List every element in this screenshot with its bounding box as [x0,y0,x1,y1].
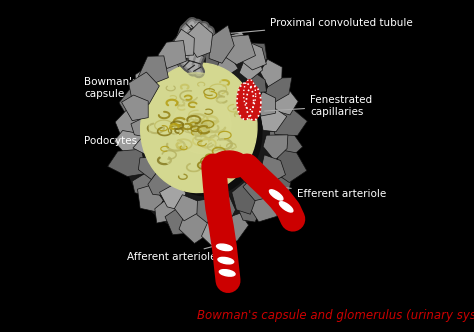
Polygon shape [246,86,261,120]
Polygon shape [189,30,219,59]
Polygon shape [265,78,292,104]
Polygon shape [142,59,168,86]
Polygon shape [244,80,255,110]
Text: Proximal convoluted tubule: Proximal convoluted tubule [217,18,413,35]
Ellipse shape [156,73,262,196]
Polygon shape [133,138,158,155]
Polygon shape [263,175,291,202]
Ellipse shape [141,63,257,193]
Polygon shape [155,201,179,223]
Polygon shape [269,131,302,158]
Polygon shape [135,67,160,98]
Polygon shape [205,40,222,69]
Text: Efferent arteriole: Efferent arteriole [273,186,386,199]
Polygon shape [179,208,211,244]
Polygon shape [242,43,267,72]
Polygon shape [257,92,275,116]
Polygon shape [237,83,254,120]
Text: Bowman's capsule and glomerulus (urinary system): Bowman's capsule and glomerulus (urinary… [197,309,474,322]
Text: Bowman's
capsule: Bowman's capsule [84,77,156,99]
Polygon shape [185,46,202,65]
Polygon shape [184,22,213,57]
Polygon shape [129,72,159,104]
Polygon shape [114,130,143,154]
Text: Afferent arteriole: Afferent arteriole [128,245,219,262]
Polygon shape [272,108,307,135]
Polygon shape [237,198,260,222]
Ellipse shape [123,36,294,233]
Polygon shape [197,198,218,223]
Polygon shape [132,173,157,197]
Polygon shape [134,98,157,118]
Polygon shape [158,58,184,85]
Polygon shape [274,150,307,183]
Ellipse shape [149,73,242,173]
Ellipse shape [269,190,283,200]
Polygon shape [165,206,192,235]
Polygon shape [148,75,173,95]
Text: Podocytes: Podocytes [84,136,163,146]
Polygon shape [160,48,187,72]
Polygon shape [220,213,248,241]
Polygon shape [260,59,282,87]
Polygon shape [115,108,141,141]
Polygon shape [160,183,186,210]
Polygon shape [261,155,285,180]
Polygon shape [239,54,263,81]
Polygon shape [201,222,220,246]
Polygon shape [173,29,194,56]
Polygon shape [122,95,148,121]
Ellipse shape [218,257,234,264]
Polygon shape [207,33,231,57]
Polygon shape [232,182,257,214]
Ellipse shape [173,95,231,154]
Polygon shape [236,40,266,70]
Polygon shape [137,185,164,212]
Polygon shape [174,195,199,221]
Polygon shape [222,32,250,59]
Polygon shape [158,41,186,68]
Polygon shape [169,32,197,57]
Polygon shape [119,89,147,113]
Polygon shape [214,57,238,75]
Polygon shape [272,87,298,115]
Polygon shape [245,71,266,93]
Ellipse shape [217,244,232,251]
Polygon shape [209,25,234,63]
Text: Fenestrated
capillaries: Fenestrated capillaries [264,95,372,117]
Ellipse shape [219,270,235,276]
Ellipse shape [279,202,293,212]
Polygon shape [131,118,152,138]
Polygon shape [246,192,277,222]
Ellipse shape [210,151,250,178]
Polygon shape [222,35,255,64]
Polygon shape [148,168,177,196]
Polygon shape [138,157,161,180]
Polygon shape [138,56,168,84]
Polygon shape [108,149,146,177]
Polygon shape [212,196,236,222]
Polygon shape [263,135,288,161]
Polygon shape [243,177,272,201]
Polygon shape [259,107,287,132]
